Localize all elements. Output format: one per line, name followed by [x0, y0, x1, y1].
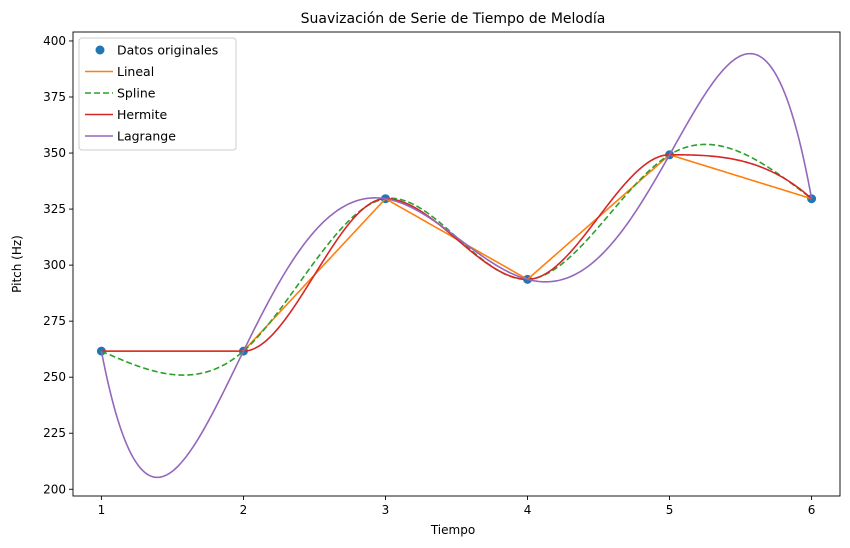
legend-label: Spline — [117, 86, 156, 101]
x-tick-label: 3 — [382, 503, 390, 517]
y-tick-label: 275 — [43, 314, 66, 328]
legend-item-datos-originales: Datos originales — [95, 43, 218, 58]
x-tick-label: 4 — [524, 503, 532, 517]
plot-frame — [72, 31, 841, 497]
legend: Datos originales Lineal Spline Hermite Lagra… — [78, 37, 237, 151]
plot-area — [72, 31, 841, 497]
y-tick-label: 325 — [43, 202, 66, 216]
chart-title: Suavización de Serie de Tiempo de Melodí… — [301, 11, 606, 27]
x-tick-label: 2 — [240, 503, 248, 517]
y-axis-label: Pitch (Hz) — [10, 235, 24, 293]
y-tick-label: 200 — [43, 482, 66, 496]
legend-item-lineal: Lineal — [85, 64, 154, 79]
legend-item-spline: Spline — [85, 86, 156, 101]
legend-marker — [95, 45, 105, 55]
legend-box — [78, 37, 237, 151]
x-axis: 1 2 3 4 5 6 — [98, 496, 816, 517]
legend-label: Datos originales — [117, 43, 218, 58]
y-tick-label: 300 — [43, 258, 66, 272]
x-axis-label: Tiempo — [430, 523, 475, 537]
series-layer — [100, 52, 813, 479]
y-axis: 200 225 250 275 300 325 350 375 400 — [43, 34, 73, 496]
y-tick-label: 250 — [43, 370, 66, 384]
x-tick-label: 1 — [98, 503, 106, 517]
x-tick-label: 5 — [666, 503, 674, 517]
legend-label: Lineal — [117, 64, 154, 79]
y-tick-label: 225 — [43, 426, 66, 440]
data-point — [96, 346, 106, 356]
legend-item-lagrange: Lagrange — [85, 129, 176, 144]
legend-label: Hermite — [117, 107, 168, 122]
y-tick-label: 375 — [43, 90, 66, 104]
series-line-hermite — [101, 153, 813, 352]
x-tick-label: 6 — [808, 503, 816, 517]
legend-item-hermite: Hermite — [85, 107, 168, 122]
series-line-lagrange — [100, 52, 813, 479]
legend-label: Lagrange — [117, 129, 176, 144]
y-tick-label: 350 — [43, 146, 66, 160]
y-tick-label: 400 — [43, 34, 66, 48]
